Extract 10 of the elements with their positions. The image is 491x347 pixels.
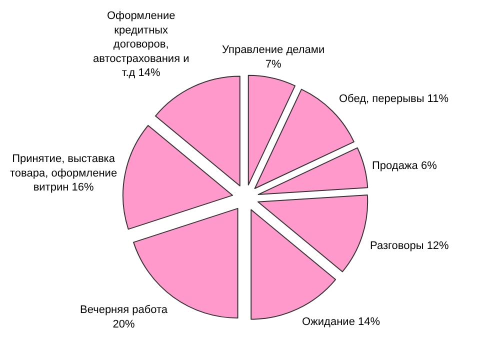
slice-label: Вечерняя работа: [80, 304, 168, 316]
slice-label: Оформление кредитных договоров, автострахования и т.д 14%: [93, 10, 190, 80]
slice-label: Управление делами: [222, 44, 325, 56]
data-label: 20%: [112, 318, 135, 330]
slice-label: Обед, перерывы 11%: [339, 93, 449, 105]
data-label: 7%: [265, 58, 282, 70]
slice-label: Разговоры 12%: [370, 240, 450, 252]
slice-label: Ожидание 14%: [302, 316, 380, 328]
slice-label: Продажа 6%: [372, 160, 438, 172]
slice-label: Принятие, выставка товара, оформление витрин 16%: [10, 153, 118, 194]
